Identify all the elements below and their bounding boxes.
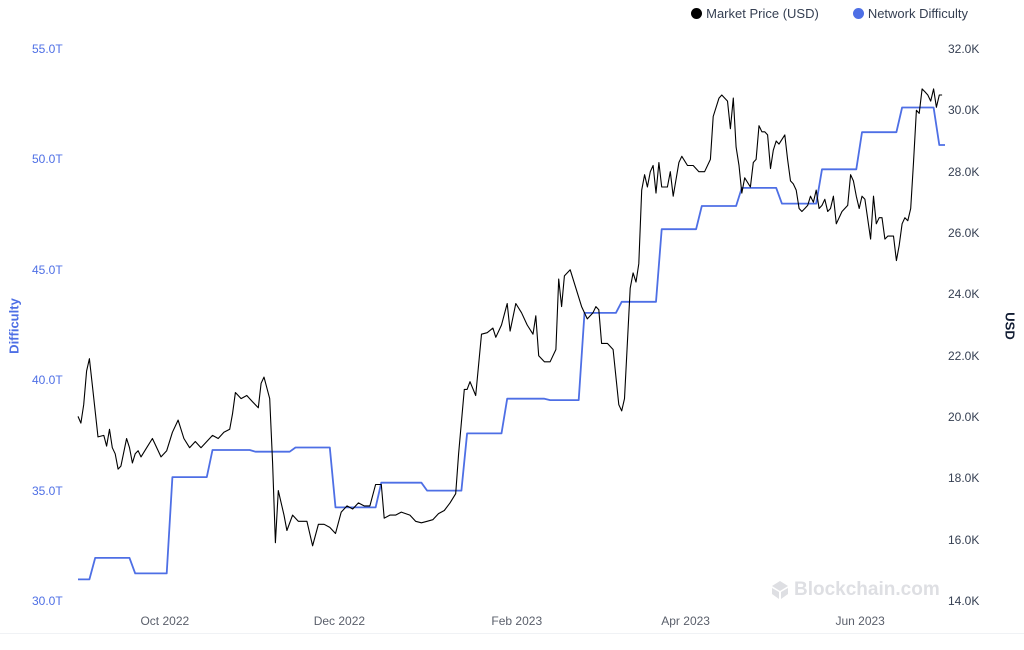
right-axis-tick: 18.0K <box>948 471 980 486</box>
right-axis-tick: 30.0K <box>948 103 980 118</box>
right-axis-tick: 14.0K <box>948 594 980 608</box>
bottom-divider <box>0 633 1024 634</box>
right-axis-tick: 22.0K <box>948 348 980 363</box>
right-axis-tick: 32.0K <box>948 42 980 56</box>
legend-item-network-difficulty[interactable]: Network Difficulty <box>852 6 968 21</box>
left-axis-tick: 35.0T <box>32 483 63 498</box>
left-axis-tick: 50.0T <box>32 152 63 167</box>
legend-label: Network Difficulty <box>867 6 968 21</box>
x-axis-tick: Feb 2023 <box>491 614 543 628</box>
right-axis-tick: 16.0K <box>948 532 980 547</box>
left-axis-tick: 40.0T <box>32 373 63 388</box>
legend-item-market-price[interactable]: Market Price (USD) <box>691 6 819 21</box>
left-axis-tick: 30.0T <box>32 594 63 608</box>
right-axis-tick: 24.0K <box>948 287 980 302</box>
legend-dot-icon <box>691 8 703 19</box>
blockchain-logo-icon <box>772 581 788 599</box>
watermark: Blockchain.com <box>770 579 940 601</box>
x-axis-tick: Dec 2022 <box>313 614 366 628</box>
left-axis-tick: 55.0T <box>32 42 63 56</box>
right-axis-tick: 20.0K <box>948 410 980 424</box>
chart-legend: Market Price (USD) Network Difficulty <box>691 6 968 21</box>
watermark-text: Blockchain.com <box>794 579 940 600</box>
price-line <box>77 88 943 547</box>
x-axis-tick: Jun 2023 <box>835 614 885 628</box>
left-axis-tick: 45.0T <box>32 262 63 277</box>
x-axis-tick: Oct 2022 <box>140 614 190 628</box>
right-axis-tick: 28.0K <box>948 164 980 179</box>
legend-label: Market Price (USD) <box>706 6 819 21</box>
legend-dot-icon <box>852 8 864 19</box>
right-axis-tick: 26.0K <box>948 226 980 240</box>
x-axis-tick: Apr 2023 <box>661 614 710 628</box>
difficulty-line <box>78 106 945 581</box>
